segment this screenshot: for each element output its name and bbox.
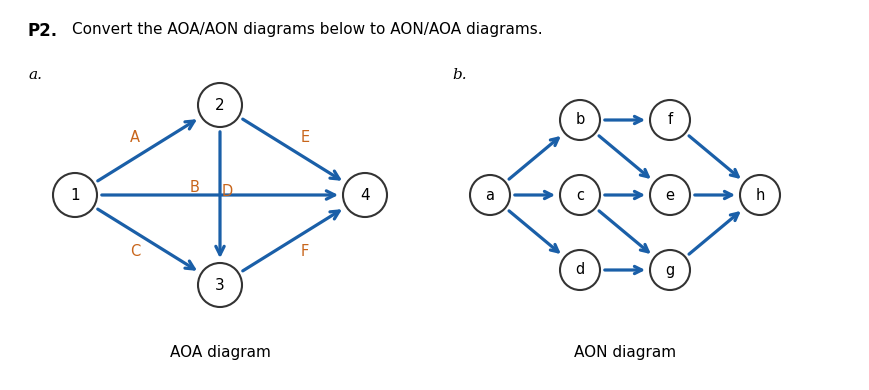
- Text: F: F: [301, 245, 308, 259]
- Text: AON diagram: AON diagram: [574, 345, 675, 360]
- Text: h: h: [754, 188, 764, 202]
- Circle shape: [649, 175, 689, 215]
- Text: D: D: [221, 184, 232, 200]
- Text: 4: 4: [360, 188, 369, 202]
- Text: b.: b.: [452, 68, 466, 82]
- Text: A: A: [129, 131, 140, 145]
- Text: c: c: [575, 188, 583, 202]
- Circle shape: [560, 175, 600, 215]
- Text: E: E: [300, 131, 309, 145]
- Text: e: e: [665, 188, 673, 202]
- Text: 3: 3: [215, 278, 224, 292]
- Text: Convert the AOA/AON diagrams below to AON/AOA diagrams.: Convert the AOA/AON diagrams below to AO…: [72, 22, 542, 37]
- Text: AOA diagram: AOA diagram: [169, 345, 270, 360]
- Circle shape: [53, 173, 96, 217]
- Text: 1: 1: [70, 188, 80, 202]
- Circle shape: [740, 175, 779, 215]
- Text: a.: a.: [28, 68, 42, 82]
- Text: B: B: [189, 181, 200, 195]
- Circle shape: [649, 100, 689, 140]
- Circle shape: [198, 83, 242, 127]
- Circle shape: [560, 250, 600, 290]
- Text: d: d: [574, 262, 584, 278]
- Text: 2: 2: [215, 98, 224, 112]
- Circle shape: [649, 250, 689, 290]
- Text: f: f: [667, 112, 672, 128]
- Circle shape: [342, 173, 387, 217]
- Text: P2.: P2.: [28, 22, 58, 40]
- Circle shape: [560, 100, 600, 140]
- Text: C: C: [129, 245, 140, 259]
- Circle shape: [198, 263, 242, 307]
- Text: a: a: [485, 188, 494, 202]
- Text: g: g: [665, 262, 673, 278]
- Text: b: b: [574, 112, 584, 128]
- Circle shape: [469, 175, 509, 215]
